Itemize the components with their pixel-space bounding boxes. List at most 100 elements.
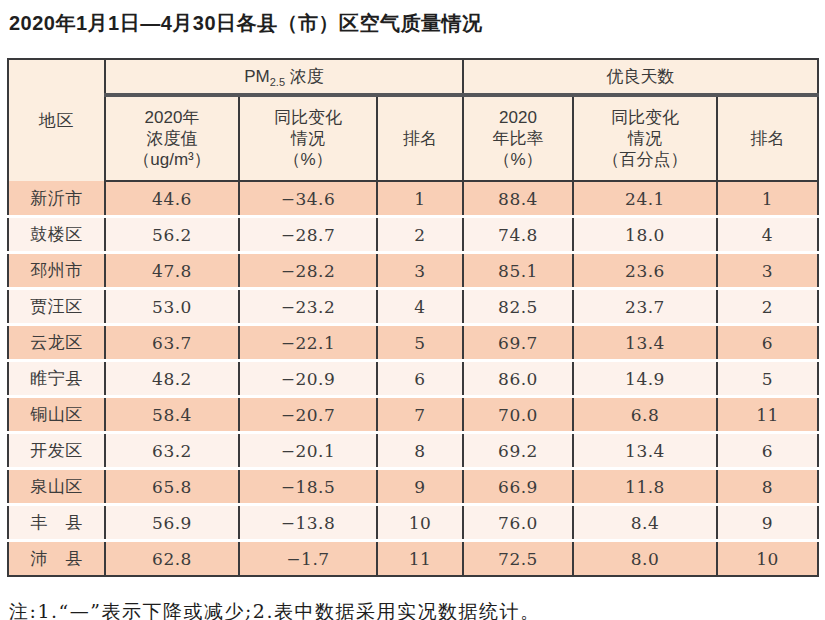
cell-pm-change: −1.7 <box>239 541 377 577</box>
header-line: 2020年 <box>106 107 238 128</box>
cell-good-change: 8.4 <box>573 505 717 541</box>
cell-pm-rank: 8 <box>377 433 463 469</box>
cell-pm-change: −18.5 <box>239 469 377 505</box>
cell-good-rank: 4 <box>717 217 818 253</box>
table-row: 睢宁县 48.2 −20.9 6 86.0 14.9 5 <box>8 361 818 397</box>
table-row: 开发区 63.2 −20.1 8 69.2 13.4 6 <box>8 433 818 469</box>
cell-pm-rank: 6 <box>377 361 463 397</box>
header-line: 同比变化 <box>574 107 716 128</box>
page: 2020年1月1日—4月30日各县（市）区空气质量情况 地区 PM2.5 浓度 … <box>0 0 825 620</box>
table-row: 鼓楼区 56.2 −28.7 2 74.8 18.0 4 <box>8 217 818 253</box>
cell-pm-value: 56.9 <box>105 505 239 541</box>
cell-good-ratio: 76.0 <box>463 505 573 541</box>
footnote: 注:1.“—”表示下降或减少;2.表中数据采用实况数据统计。 <box>9 599 818 620</box>
cell-good-rank: 2 <box>717 289 818 325</box>
cell-good-ratio: 88.4 <box>463 181 573 217</box>
col-group-good-days: 优良天数 <box>463 59 818 95</box>
cell-good-change: 24.1 <box>573 181 717 217</box>
header-line: 年比率 <box>464 128 572 149</box>
cell-good-rank: 6 <box>717 325 818 361</box>
cell-good-ratio: 85.1 <box>463 253 573 289</box>
cell-pm-rank: 5 <box>377 325 463 361</box>
table-row: 邳州市 47.8 −28.2 3 85.1 23.6 3 <box>8 253 818 289</box>
cell-good-change: 13.4 <box>573 433 717 469</box>
header-line: 情况 <box>574 128 716 149</box>
cell-pm-change: −20.1 <box>239 433 377 469</box>
cell-region: 丰 县 <box>8 505 105 541</box>
cell-pm-rank: 11 <box>377 541 463 577</box>
cell-good-ratio: 70.0 <box>463 397 573 433</box>
cell-good-ratio: 82.5 <box>463 289 573 325</box>
pm25-subscript: 2.5 <box>270 76 285 88</box>
cell-good-change: 14.9 <box>573 361 717 397</box>
cell-good-change: 8.0 <box>573 541 717 577</box>
header-line: 2020 <box>464 107 572 128</box>
page-title: 2020年1月1日—4月30日各县（市）区空气质量情况 <box>9 10 818 37</box>
cell-pm-value: 53.0 <box>105 289 239 325</box>
cell-good-change: 23.7 <box>573 289 717 325</box>
cell-region: 贾汪区 <box>8 289 105 325</box>
cell-good-rank: 9 <box>717 505 818 541</box>
cell-pm-rank: 4 <box>377 289 463 325</box>
cell-pm-value: 58.4 <box>105 397 239 433</box>
cell-good-rank: 10 <box>717 541 818 577</box>
cell-good-change: 13.4 <box>573 325 717 361</box>
col-header-pm-value: 2020年 浓度值 （ug/m³） <box>105 95 239 181</box>
cell-pm-rank: 7 <box>377 397 463 433</box>
header-line: 情况 <box>240 128 376 149</box>
cell-good-rank: 5 <box>717 361 818 397</box>
cell-good-rank: 3 <box>717 253 818 289</box>
cell-pm-rank: 2 <box>377 217 463 253</box>
cell-region: 沛 县 <box>8 541 105 577</box>
cell-good-change: 11.8 <box>573 469 717 505</box>
cell-region: 睢宁县 <box>8 361 105 397</box>
cell-region: 泉山区 <box>8 469 105 505</box>
header-line: （%） <box>464 149 572 170</box>
cell-region: 铜山区 <box>8 397 105 433</box>
pm25-group-label-suffix: 浓度 <box>285 67 324 86</box>
col-header-good-change: 同比变化 情况 （百分点） <box>573 95 717 181</box>
cell-good-rank: 8 <box>717 469 818 505</box>
cell-pm-change: −13.8 <box>239 505 377 541</box>
cell-region: 邳州市 <box>8 253 105 289</box>
pm25-group-label: PM <box>244 67 270 86</box>
table-row: 铜山区 58.4 −20.7 7 70.0 6.8 11 <box>8 397 818 433</box>
cell-region: 开发区 <box>8 433 105 469</box>
col-header-good-rank: 排名 <box>717 95 818 181</box>
cell-pm-value: 63.7 <box>105 325 239 361</box>
table-row: 贾汪区 53.0 −23.2 4 82.5 23.7 2 <box>8 289 818 325</box>
cell-good-change: 23.6 <box>573 253 717 289</box>
table-body: 新沂市 44.6 −34.6 1 88.4 24.1 1 鼓楼区 56.2 −2… <box>8 181 818 576</box>
cell-good-ratio: 72.5 <box>463 541 573 577</box>
cell-pm-change: −28.7 <box>239 217 377 253</box>
col-header-pm-rank: 排名 <box>377 95 463 181</box>
cell-good-ratio: 66.9 <box>463 469 573 505</box>
cell-region: 云龙区 <box>8 325 105 361</box>
cell-pm-value: 48.2 <box>105 361 239 397</box>
col-header-region: 地区 <box>8 59 105 181</box>
header-line: 排名 <box>718 128 817 149</box>
cell-pm-value: 47.8 <box>105 253 239 289</box>
cell-region: 鼓楼区 <box>8 217 105 253</box>
cell-pm-value: 62.8 <box>105 541 239 577</box>
group-header-row: 地区 PM2.5 浓度 优良天数 <box>8 59 818 95</box>
cell-good-ratio: 69.7 <box>463 325 573 361</box>
header-line: 同比变化 <box>240 107 376 128</box>
col-group-pm25: PM2.5 浓度 <box>105 59 463 95</box>
cell-pm-change: −23.2 <box>239 289 377 325</box>
cell-pm-value: 63.2 <box>105 433 239 469</box>
header-line: 浓度值 <box>106 128 238 149</box>
header-line: 排名 <box>378 128 462 149</box>
cell-pm-rank: 10 <box>377 505 463 541</box>
table-header: 地区 PM2.5 浓度 优良天数 2020年 浓度值 （ug/m³） 同比变化 … <box>8 59 818 181</box>
cell-pm-change: −22.1 <box>239 325 377 361</box>
col-header-good-ratio: 2020 年比率 （%） <box>463 95 573 181</box>
col-header-pm-change: 同比变化 情况 （%） <box>239 95 377 181</box>
cell-good-rank: 6 <box>717 433 818 469</box>
cell-pm-value: 44.6 <box>105 181 239 217</box>
cell-pm-value: 56.2 <box>105 217 239 253</box>
cell-pm-rank: 3 <box>377 253 463 289</box>
cell-good-rank: 1 <box>717 181 818 217</box>
cell-pm-rank: 1 <box>377 181 463 217</box>
table-row: 云龙区 63.7 −22.1 5 69.7 13.4 6 <box>8 325 818 361</box>
